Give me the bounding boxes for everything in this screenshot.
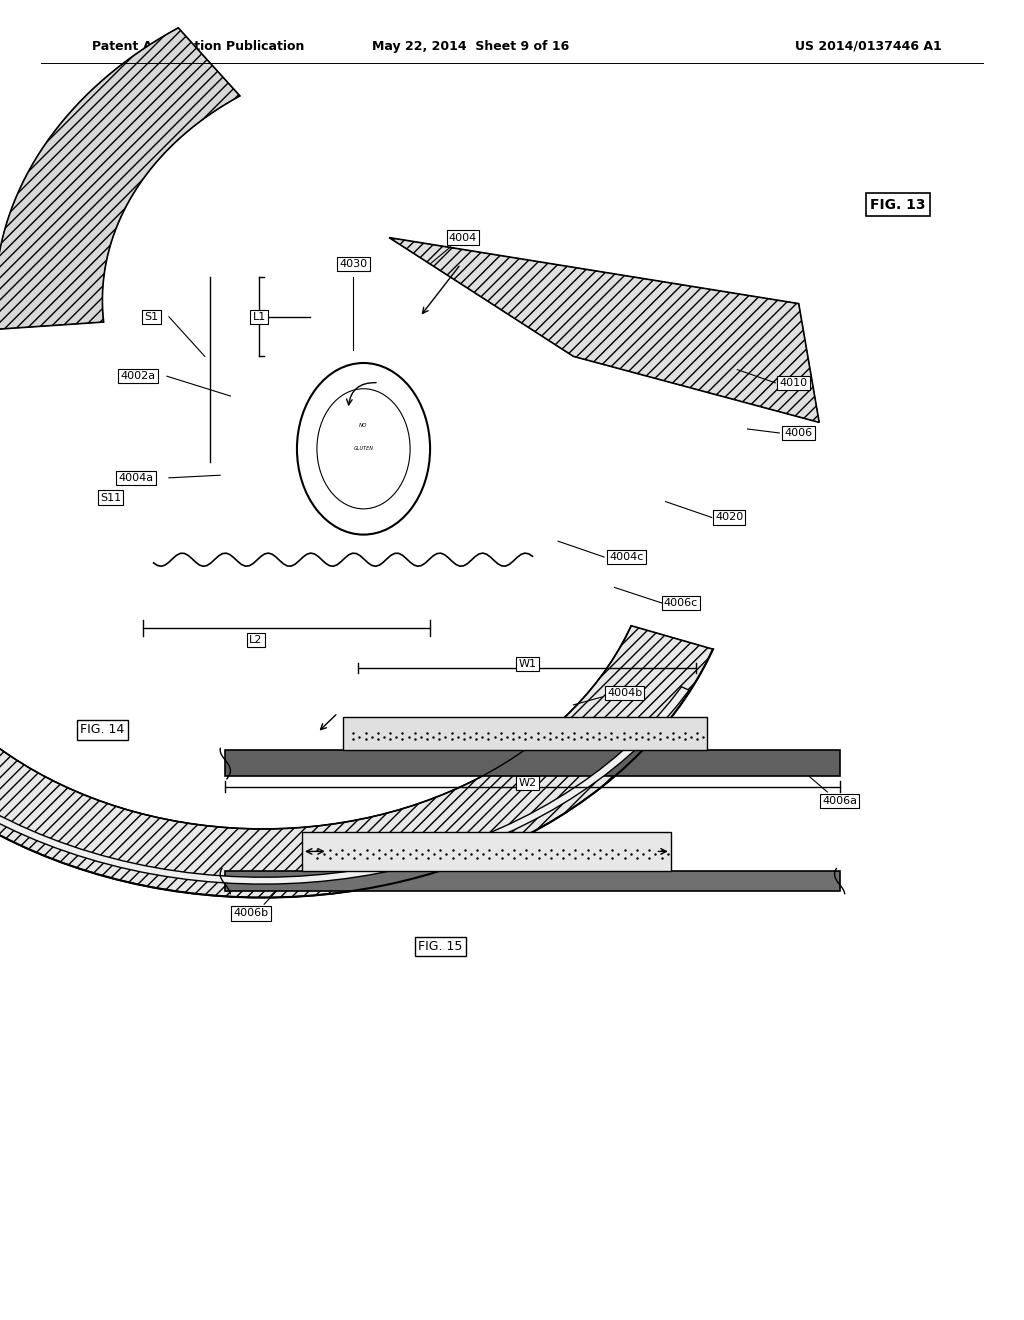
Text: Patent Application Publication: Patent Application Publication <box>92 40 304 53</box>
Circle shape <box>317 388 410 508</box>
Text: S11: S11 <box>100 492 121 503</box>
PathPatch shape <box>0 627 689 884</box>
PathPatch shape <box>0 28 240 329</box>
Text: GLUTEN: GLUTEN <box>353 446 374 451</box>
Text: 4010: 4010 <box>779 378 808 388</box>
Text: 4004c: 4004c <box>609 552 644 562</box>
Text: W1: W1 <box>518 659 537 669</box>
Text: 4006b: 4006b <box>233 908 268 919</box>
Text: 4004a: 4004a <box>119 473 154 483</box>
Text: FIG. 15: FIG. 15 <box>418 940 463 953</box>
Text: 4006: 4006 <box>784 428 813 438</box>
Text: NO: NO <box>359 422 368 428</box>
Text: FIG. 14: FIG. 14 <box>80 723 125 737</box>
Circle shape <box>297 363 430 535</box>
Text: 4006c: 4006c <box>664 598 698 609</box>
Text: 4004b: 4004b <box>607 688 642 698</box>
FancyBboxPatch shape <box>225 750 840 776</box>
Text: 4030: 4030 <box>339 259 368 269</box>
Text: 4006a: 4006a <box>822 796 857 807</box>
Text: W2: W2 <box>518 777 537 788</box>
Text: FIG. 13: FIG. 13 <box>870 198 926 211</box>
PathPatch shape <box>0 626 713 898</box>
FancyBboxPatch shape <box>302 832 671 871</box>
Text: 4004: 4004 <box>449 232 477 243</box>
Text: May 22, 2014  Sheet 9 of 16: May 22, 2014 Sheet 9 of 16 <box>373 40 569 53</box>
Polygon shape <box>389 238 819 422</box>
FancyBboxPatch shape <box>343 717 707 750</box>
Text: L2: L2 <box>249 635 263 645</box>
Text: US 2014/0137446 A1: US 2014/0137446 A1 <box>796 40 942 53</box>
Text: S1: S1 <box>144 312 159 322</box>
Text: 4002a: 4002a <box>121 371 156 381</box>
FancyBboxPatch shape <box>225 871 840 891</box>
Text: 4020: 4020 <box>715 512 743 523</box>
Text: L1: L1 <box>253 312 265 322</box>
